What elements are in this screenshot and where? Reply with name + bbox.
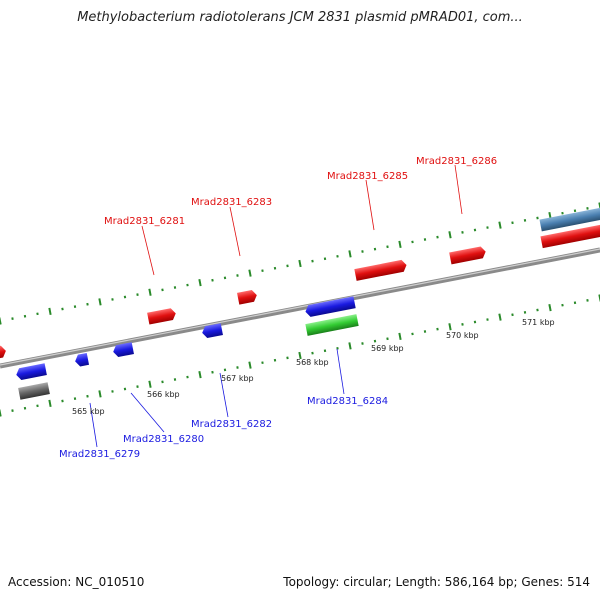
major-tick [198,279,202,287]
major-tick [298,351,302,360]
label-mrad2831-6280[interactable]: Mrad2831_6280 [123,434,204,445]
gene-other-gray[interactable] [18,382,50,400]
reverse-genes [15,296,359,400]
label-mrad2831-6286[interactable]: Mrad2831_6286 [416,156,497,167]
major-tick [48,307,52,316]
backbone-line [0,247,600,369]
map-title: Methylobacterium radiotolerans JCM 2831 … [77,10,523,25]
major-tick [98,298,102,306]
major-tick [248,269,252,277]
label-mrad2831-6279[interactable]: Mrad2831_6279 [59,449,140,460]
major-tick [198,371,202,379]
major-tick [348,250,352,258]
major-tick [0,317,2,325]
scale-label-567: 567 kbp [221,374,254,383]
label-mrad2831-6282[interactable]: Mrad2831_6282 [191,419,272,430]
scale-label-570: 570 kbp [446,331,479,340]
gene-forward-edge-right[interactable] [540,222,600,249]
major-tick [148,380,152,388]
label-mrad2831-6283[interactable]: Mrad2831_6283 [191,197,272,208]
scale-label-565: 565 kbp [72,407,105,416]
scale-label-566: 566 kbp [147,390,180,399]
gene-mrad2831-6278[interactable] [15,363,47,381]
major-tick [548,303,552,312]
gene-mrad2831-6283[interactable] [237,289,258,305]
callout-lines [89,164,463,448]
gene-mrad2831-6285[interactable] [354,259,407,281]
gene-mrad2831-6281[interactable] [147,307,177,325]
major-tick [498,313,502,321]
label-mrad2831-6281[interactable]: Mrad2831_6281 [104,216,185,227]
scale-label-569: 569 kbp [371,344,404,353]
gene-mrad2831-6282[interactable] [201,323,223,339]
major-tick [448,231,452,239]
gene-mrad2831-6279[interactable] [74,352,90,367]
major-tick [0,409,2,417]
major-tick [398,240,402,248]
lower-scale-track [0,294,600,417]
major-tick [348,342,352,350]
scale-label-571: 571 kbp [522,318,555,327]
major-tick [148,288,152,296]
label-mrad2831-6284[interactable]: Mrad2831_6284 [307,396,388,407]
major-tick [298,259,302,268]
label-mrad2831-6285[interactable]: Mrad2831_6285 [327,171,408,182]
forward-genes [0,205,600,360]
gene-highlight-green[interactable] [305,314,359,336]
major-tick [448,323,452,331]
major-tick [48,399,52,408]
major-tick [498,221,502,229]
gene-rna-edge-right[interactable] [539,205,600,232]
gene-forward-edge-left[interactable] [0,345,7,360]
major-tick [248,361,252,369]
major-tick [98,390,102,398]
gene-mrad2831-6280[interactable] [112,342,134,358]
backbone-highlight [0,248,600,366]
scale-label-568: 568 kbp [296,358,329,367]
gene-mrad2831-6284[interactable] [304,296,356,317]
topology-summary: Topology: circular; Length: 586,164 bp; … [283,575,590,589]
major-tick [398,332,402,340]
gene-mrad2831-6286[interactable] [449,246,487,265]
accession-text: Accession: NC_010510 [8,575,145,589]
